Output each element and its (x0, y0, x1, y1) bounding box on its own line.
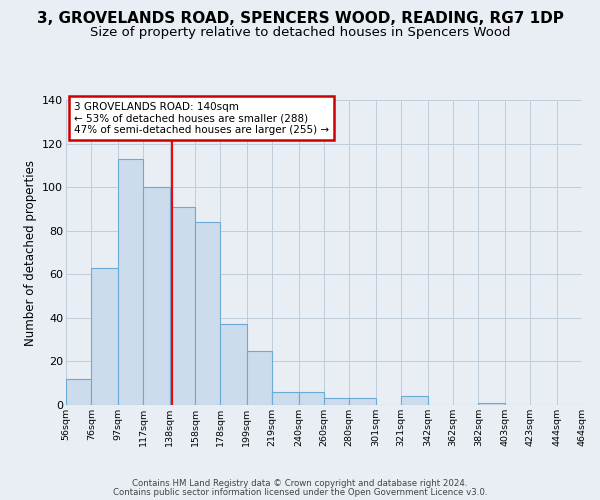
Bar (272, 392, 299, 405)
Y-axis label: Number of detached properties: Number of detached properties (23, 160, 37, 346)
Bar (118, 159, 143, 405)
Bar (66, 379, 91, 405)
Bar (401, 396, 428, 405)
Text: 3, GROVELANDS ROAD, SPENCERS WOOD, READING, RG7 1DP: 3, GROVELANDS ROAD, SPENCERS WOOD, READI… (37, 11, 563, 26)
Bar (91, 268, 118, 405)
Bar (195, 222, 220, 405)
Text: Contains HM Land Registry data © Crown copyright and database right 2024.: Contains HM Land Registry data © Crown c… (132, 479, 468, 488)
Bar (143, 187, 170, 405)
Text: 3 GROVELANDS ROAD: 140sqm
← 53% of detached houses are smaller (288)
47% of semi: 3 GROVELANDS ROAD: 140sqm ← 53% of detac… (74, 102, 329, 134)
Text: Size of property relative to detached houses in Spencers Wood: Size of property relative to detached ho… (90, 26, 510, 39)
Bar (247, 350, 272, 405)
Bar (299, 392, 324, 405)
Bar (324, 398, 349, 405)
Bar (170, 207, 195, 405)
Text: Contains public sector information licensed under the Open Government Licence v3: Contains public sector information licen… (113, 488, 487, 497)
Bar (349, 398, 376, 405)
Bar (220, 324, 247, 405)
Bar (478, 403, 505, 405)
